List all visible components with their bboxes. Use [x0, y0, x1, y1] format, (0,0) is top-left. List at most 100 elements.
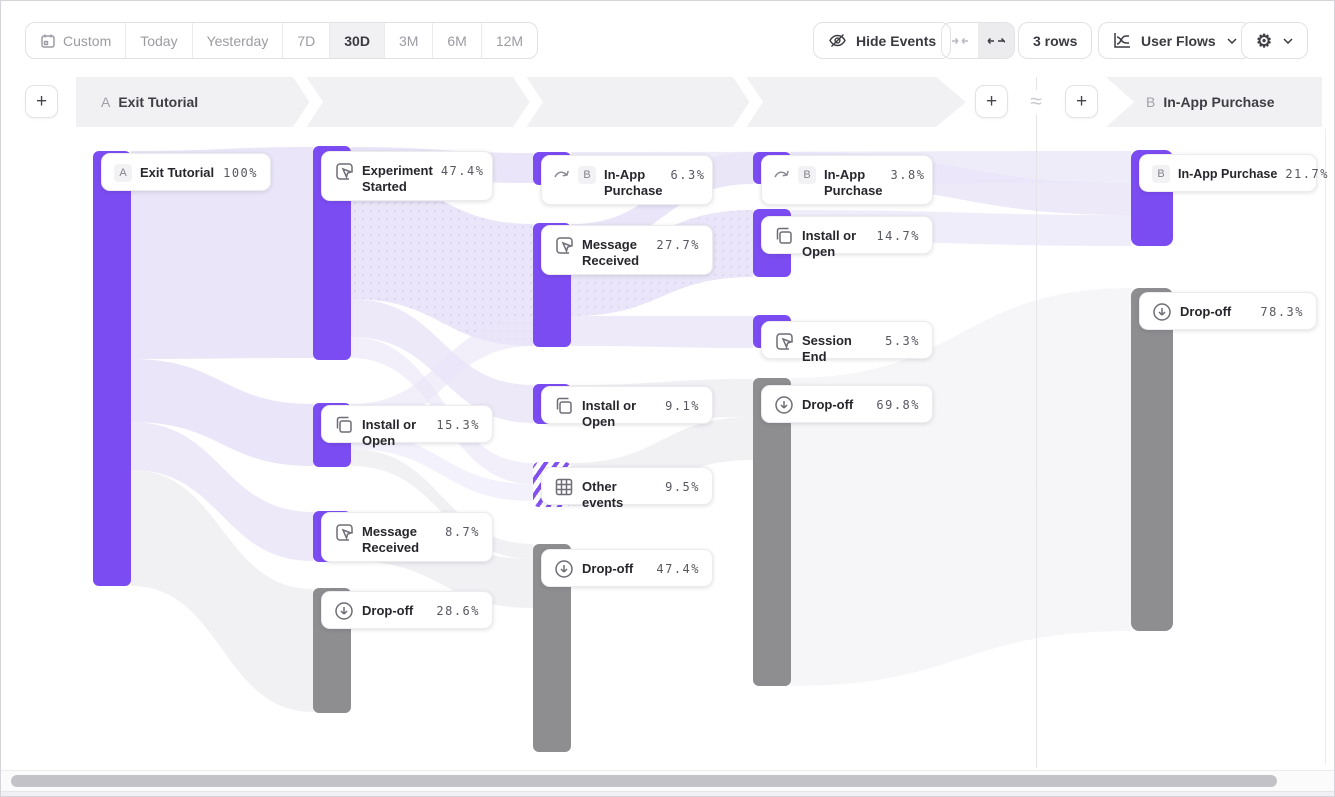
- copy-icon: [334, 415, 354, 435]
- node-label: Message Received: [582, 237, 640, 268]
- approx-icon: ≈: [1023, 90, 1049, 114]
- flow-b-title: B In-App Purchase: [1146, 94, 1275, 110]
- node-label: Install or Open: [802, 228, 857, 259]
- dropoff-bar[interactable]: [1131, 288, 1173, 631]
- node-label: Other events: [582, 479, 624, 510]
- node-label: Install or Open: [362, 417, 417, 448]
- node-value: 6.3%: [670, 168, 706, 182]
- date-range-label: Custom: [63, 32, 112, 49]
- node-value: 47.4%: [656, 562, 700, 576]
- dropoff-icon: [774, 395, 794, 415]
- node-value: 21.7%: [1285, 167, 1329, 181]
- add-step-end-a-button[interactable]: +: [975, 85, 1008, 118]
- node-in-app-purchase-b[interactable]: B In-App Purchase 21.7%: [1139, 154, 1327, 192]
- node-value: 27.7%: [656, 238, 700, 252]
- flow-a-banner: [76, 77, 936, 127]
- add-step-start-button[interactable]: +: [25, 85, 58, 118]
- date-range-today[interactable]: Today: [125, 23, 191, 58]
- copy-icon: [554, 396, 574, 416]
- node-label: Message Received: [362, 524, 420, 555]
- add-step-start-b-button[interactable]: +: [1065, 85, 1098, 118]
- bottom-strip: [1, 791, 1334, 796]
- date-range-7d[interactable]: 7D: [282, 23, 329, 58]
- node-experiment-started[interactable]: Experiment Started 47.4%: [321, 151, 493, 201]
- node-value: 69.8%: [876, 398, 920, 412]
- date-range-30d[interactable]: 30D: [329, 23, 384, 58]
- horizontal-scrollbar-thumb[interactable]: [11, 775, 1277, 787]
- click-event-icon: [554, 235, 574, 255]
- node-value: 5.3%: [885, 334, 920, 348]
- node-value: 15.3%: [436, 418, 480, 432]
- rows-button[interactable]: 3 rows: [1018, 22, 1093, 59]
- flow-b-badge: B: [1146, 94, 1156, 110]
- view-type-dropdown[interactable]: User Flows: [1098, 22, 1252, 59]
- chevron-down-icon: [1227, 37, 1237, 44]
- node-value: 9.5%: [665, 480, 700, 494]
- dropoff-icon: [1152, 302, 1172, 322]
- flow-b-badge: B: [578, 166, 596, 184]
- view-type-label: User Flows: [1141, 32, 1216, 49]
- node-install-or-open[interactable]: Install or Open 14.7%: [761, 216, 933, 259]
- grid-icon: [554, 477, 574, 497]
- flow-b-badge: B: [798, 166, 816, 184]
- flow-bar[interactable]: [93, 151, 131, 586]
- dropoff-icon: [554, 559, 574, 579]
- node-message-received[interactable]: Message Received 27.7%: [541, 225, 713, 275]
- node-label: Drop-off: [1180, 304, 1232, 319]
- node-label: Install or Open: [582, 398, 637, 429]
- arrows-outward-icon: [987, 37, 1005, 44]
- node-session-end[interactable]: Session End 5.3%: [761, 321, 933, 364]
- flow-divider-line: [1036, 77, 1037, 768]
- node-label: Session End: [802, 333, 852, 364]
- expand-columns-button[interactable]: [978, 23, 1014, 58]
- node-value: 14.7%: [876, 229, 920, 243]
- date-range-3m[interactable]: 3M: [383, 23, 432, 58]
- date-range-custom[interactable]: Custom: [26, 23, 125, 58]
- node-dropoff[interactable]: Drop-off 69.8%: [761, 385, 933, 423]
- user-flows-icon: [1114, 33, 1130, 48]
- collapse-columns-button[interactable]: [942, 23, 978, 58]
- node-value: 8.7%: [445, 525, 480, 539]
- node-other-events[interactable]: Other events 9.5%: [541, 467, 713, 510]
- node-value: 9.1%: [665, 399, 700, 413]
- dropoff-bar[interactable]: [753, 378, 791, 686]
- date-range-yesterday[interactable]: Yesterday: [191, 23, 283, 58]
- node-label: Experiment Started: [362, 163, 433, 194]
- settings-dropdown[interactable]: ⚙: [1241, 22, 1309, 59]
- date-range-picker: Custom Today Yesterday 7D 30D 3M 6M 12M: [25, 22, 539, 59]
- click-event-icon: [334, 522, 354, 542]
- node-label: Drop-off: [362, 603, 414, 618]
- node-install-or-open[interactable]: Install or Open 9.1%: [541, 386, 713, 429]
- node-exit-tutorial[interactable]: A Exit Tutorial 100%: [101, 153, 271, 191]
- dropoff-icon: [334, 601, 354, 621]
- collapse-expand-toggle: [941, 22, 1015, 59]
- flow-a-badge: A: [101, 94, 111, 110]
- flow-a-title: A Exit Tutorial: [101, 94, 199, 110]
- node-label: Exit Tutorial: [140, 165, 215, 180]
- chevron-down-icon: [1283, 37, 1293, 44]
- node-label: Drop-off: [582, 561, 634, 576]
- eye-off-icon: [829, 34, 846, 47]
- click-event-icon: [334, 161, 354, 181]
- gear-icon: ⚙: [1256, 30, 1273, 51]
- click-event-icon: [774, 331, 794, 351]
- node-dropoff[interactable]: Drop-off 78.3%: [1139, 292, 1317, 330]
- node-install-or-open[interactable]: Install or Open 15.3%: [321, 405, 493, 448]
- hide-events-button[interactable]: Hide Events: [813, 22, 952, 59]
- node-dropoff[interactable]: Drop-off 47.4%: [541, 549, 713, 587]
- arrows-inward-icon: [952, 37, 968, 44]
- canvas-right-edge: [1325, 129, 1326, 765]
- node-dropoff[interactable]: Drop-off 28.6%: [321, 591, 493, 629]
- jump-arrow-icon: [774, 168, 790, 182]
- node-label: In-App Purchase: [1178, 167, 1278, 181]
- node-in-app-purchase[interactable]: B In-App Purchase 6.3%: [541, 155, 713, 205]
- top-toolbar: Custom Today Yesterday 7D 30D 3M 6M 12M …: [1, 1, 1334, 77]
- date-range-12m[interactable]: 12M: [480, 23, 537, 58]
- node-message-received[interactable]: Message Received 8.7%: [321, 512, 493, 562]
- flow-b-banner: [1106, 77, 1322, 127]
- hide-events-label: Hide Events: [856, 32, 937, 49]
- node-in-app-purchase[interactable]: B In-App Purchase 3.8%: [761, 155, 933, 205]
- date-range-6m[interactable]: 6M: [432, 23, 480, 58]
- copy-icon: [774, 226, 794, 246]
